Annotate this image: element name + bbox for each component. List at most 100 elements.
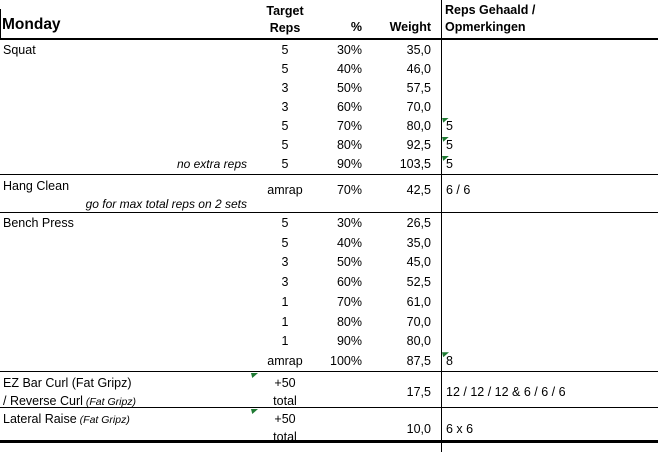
cell-exercise-name[interactable] — [0, 59, 250, 78]
cell-target-reps[interactable]: 3 — [281, 275, 289, 290]
cell-weight[interactable]: 35,0 — [406, 235, 431, 250]
cell-target-reps[interactable]: 3 — [281, 255, 289, 270]
cell-exercise-name[interactable]: Lateral Raise (Fat Gripz) — [0, 408, 250, 440]
cell-percent[interactable]: 60% — [336, 275, 362, 290]
target-line1: +50 — [274, 412, 296, 426]
cell-exercise-name[interactable]: Bench Press — [3, 215, 74, 230]
cell-weight[interactable]: 103,5 — [399, 157, 431, 172]
cell-weight[interactable]: 26,5 — [406, 215, 431, 230]
cell-target-reps[interactable]: 5 — [281, 42, 289, 57]
cell-result[interactable] — [441, 253, 658, 273]
cell-percent[interactable]: 80% — [336, 138, 362, 153]
cell-target-reps[interactable]: 5 — [281, 157, 289, 172]
cell-col-result[interactable]: Reps Gehaald / Opmerkingen — [441, 0, 658, 38]
cell-day-title[interactable]: Monday — [2, 16, 61, 33]
cell-result[interactable] — [441, 213, 658, 233]
cell-result[interactable] — [441, 332, 658, 352]
cell-weight[interactable]: 35,0 — [406, 42, 431, 57]
cell-weight[interactable]: 17,5 — [406, 385, 431, 399]
cell-percent[interactable]: 70% — [336, 182, 362, 197]
cell-percent[interactable]: 50% — [336, 255, 362, 270]
cell-target-reps[interactable]: 5 — [281, 61, 289, 76]
cell-percent[interactable]: 70% — [336, 294, 362, 309]
cell-percent[interactable]: 90% — [336, 157, 362, 172]
cell-exercise-name[interactable]: Hang Clean go for max total reps on 2 se… — [0, 175, 250, 212]
fat-gripz-label: (Fat Gripz) — [85, 396, 137, 407]
cell-percent[interactable]: 80% — [336, 314, 362, 329]
cell-result[interactable] — [441, 78, 658, 97]
cell-percent[interactable]: 40% — [336, 235, 362, 250]
cell-row-note[interactable]: no extra reps — [176, 157, 247, 172]
cell-result[interactable]: 6 x 6 — [446, 421, 474, 436]
cell-col-weight[interactable]: Weight — [389, 20, 431, 34]
cell-weight[interactable]: 92,5 — [406, 138, 431, 153]
cell-target-reps[interactable]: 5 — [281, 119, 289, 134]
cell-col-target-reps[interactable]: Target Reps — [250, 0, 320, 38]
cell-exercise-name[interactable]: Squat — [3, 42, 36, 57]
cell-target-reps[interactable]: 3 — [281, 99, 289, 114]
cell-target-reps[interactable]: 3 — [281, 80, 289, 95]
cell-target-reps[interactable]: 5 — [281, 215, 289, 230]
cell-percent[interactable]: 100% — [330, 354, 362, 369]
cell-exercise-name[interactable] — [0, 117, 250, 136]
cell-percent[interactable]: 30% — [336, 215, 362, 230]
cell-target-reps[interactable]: 5 — [281, 235, 289, 250]
cell-weight[interactable]: 80,0 — [406, 119, 431, 134]
cell-percent[interactable]: 30% — [336, 42, 362, 57]
cell-weight[interactable]: 61,0 — [406, 294, 431, 309]
cell-target-reps[interactable]: +50 total — [250, 408, 320, 440]
cell-percent[interactable]: 50% — [336, 80, 362, 95]
cell-result[interactable] — [441, 59, 658, 78]
cell-percent[interactable] — [320, 408, 364, 440]
set-row: 3 60% 52,5 — [0, 272, 658, 292]
cell-exercise-name[interactable] — [0, 78, 250, 97]
cell-exercise-name[interactable] — [0, 233, 250, 253]
cell-weight[interactable]: 87,5 — [406, 354, 431, 369]
cell-target-reps[interactable]: 1 — [281, 294, 289, 309]
cell-percent[interactable] — [320, 372, 364, 407]
cell-result[interactable] — [441, 40, 658, 59]
cell-weight[interactable]: 57,5 — [406, 80, 431, 95]
cell-weight[interactable]: 70,0 — [406, 99, 431, 114]
cell-result[interactable]: 12 / 12 / 12 & 6 / 6 / 6 — [446, 385, 566, 399]
cell-target-reps[interactable]: 1 — [281, 334, 289, 349]
cell-result[interactable]: 6 / 6 — [446, 182, 471, 197]
cell-exercise-name[interactable] — [0, 312, 250, 332]
cell-percent[interactable]: 40% — [336, 61, 362, 76]
cell-weight[interactable]: 45,0 — [406, 255, 431, 270]
cell-percent[interactable]: 70% — [336, 119, 362, 134]
cell-percent[interactable]: 90% — [336, 334, 362, 349]
cell-target-reps[interactable]: amrap — [267, 182, 303, 197]
cell-weight[interactable]: 42,5 — [406, 182, 431, 197]
cell-target-reps[interactable]: amrap — [267, 354, 303, 369]
cell-weight[interactable]: 10,0 — [406, 421, 431, 436]
cell-result[interactable]: 5 — [441, 155, 658, 174]
cell-result[interactable] — [441, 233, 658, 253]
cell-exercise-name[interactable] — [0, 136, 250, 155]
cell-result[interactable] — [441, 312, 658, 332]
cell-result[interactable]: 5 — [441, 117, 658, 136]
cell-exercise-name[interactable] — [0, 351, 250, 371]
cell-exercise-name[interactable]: EZ Bar Curl (Fat Gripz) / Reverse Curl (F… — [0, 372, 250, 407]
cell-weight[interactable]: 52,5 — [406, 275, 431, 290]
cell-percent[interactable]: 60% — [336, 99, 362, 114]
cell-result[interactable] — [441, 292, 658, 312]
cell-col-percent[interactable]: % — [350, 20, 362, 34]
cell-weight[interactable]: 80,0 — [406, 334, 431, 349]
cell-exercise-name[interactable] — [0, 272, 250, 292]
cell-exercise-name[interactable] — [0, 97, 250, 116]
cell-weight[interactable]: 46,0 — [406, 61, 431, 76]
cell-result[interactable]: 8 — [441, 351, 658, 371]
cell-exercise-name[interactable] — [0, 292, 250, 312]
cell-result[interactable]: 5 — [441, 136, 658, 155]
cell-target-reps[interactable]: 5 — [281, 138, 289, 153]
cell-result[interactable] — [441, 97, 658, 116]
cell-result[interactable] — [441, 272, 658, 292]
cell-target-reps[interactable]: +50 total — [250, 372, 320, 407]
cell-exercise-name[interactable] — [0, 332, 250, 352]
cell-weight[interactable]: 70,0 — [406, 314, 431, 329]
cell-target-reps[interactable]: 1 — [281, 314, 289, 329]
cell-exercise-name[interactable] — [0, 253, 250, 273]
header-row: Monday Target Reps % Weight Reps Gehaald… — [0, 0, 658, 40]
